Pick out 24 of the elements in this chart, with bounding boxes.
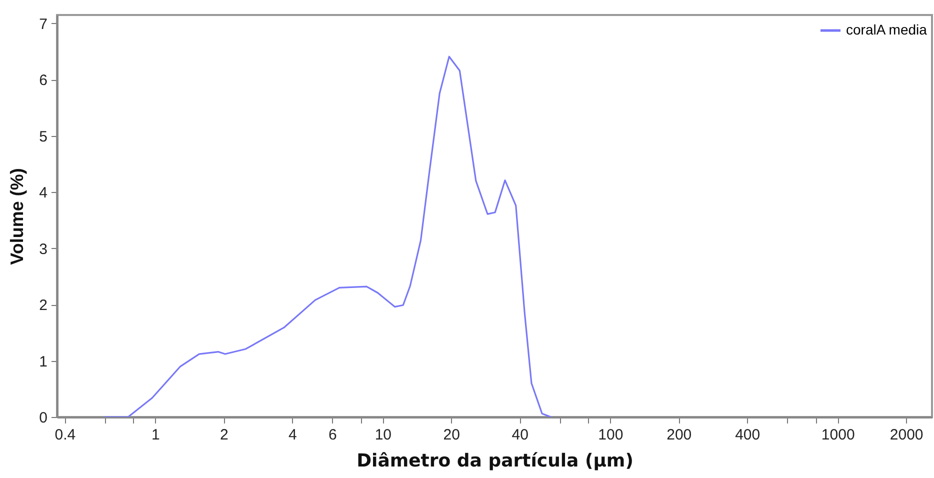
y-tick-label: 0: [39, 410, 48, 426]
y-tick-label: 2: [39, 297, 48, 314]
y-tick-label: 7: [39, 16, 48, 33]
legend-label: coralA media: [846, 22, 928, 38]
x-tick-label: 1000: [821, 426, 855, 444]
x-tick-label: 2000: [890, 426, 924, 444]
x-tick-label: 0.4: [54, 426, 76, 444]
x-tick-label: 40: [512, 426, 528, 444]
y-tick-label: 1: [39, 353, 48, 370]
x-tick-label: 1: [152, 426, 160, 444]
x-tick-label: 6: [328, 426, 337, 444]
y-tick-label: 4: [39, 184, 48, 202]
y-axis-title: Volume (%): [7, 168, 28, 265]
x-tick-label: 200: [666, 426, 692, 444]
y-tick-label: 3: [39, 240, 48, 258]
x-tick-label: 4: [288, 426, 297, 444]
x-tick-label: 400: [735, 426, 760, 444]
x-tick-label: 20: [443, 426, 460, 444]
x-axis-title: Diâmetro da partícula (μm): [356, 450, 634, 472]
x-tick-label: 10: [374, 426, 392, 444]
y-tick-label: 6: [39, 72, 48, 90]
y-tick-label: 5: [39, 128, 48, 146]
x-tick-label: 2: [220, 426, 228, 444]
x-tick-label: 100: [598, 426, 624, 444]
